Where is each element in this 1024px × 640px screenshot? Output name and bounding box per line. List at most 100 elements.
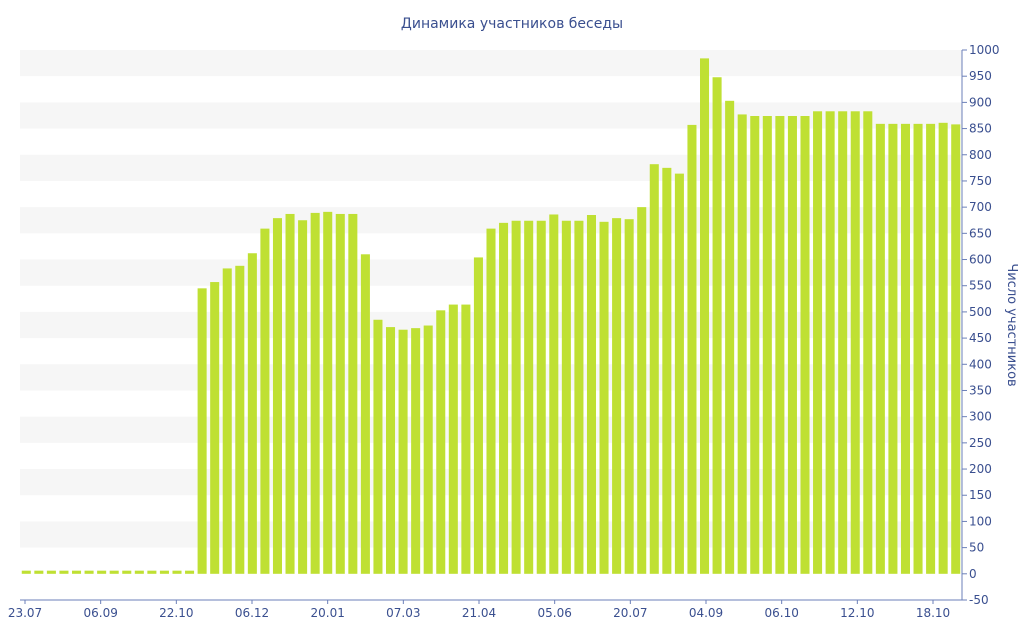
bar <box>838 111 848 574</box>
bar <box>750 116 760 574</box>
x-tick-label: 07.03 <box>386 606 420 620</box>
axes <box>20 50 963 601</box>
bar <box>147 570 157 574</box>
bar <box>813 111 823 574</box>
bar <box>900 123 910 574</box>
bar <box>59 570 69 574</box>
y-tick-label: 200 <box>969 462 992 476</box>
y-tick-label: 1000 <box>969 43 1000 57</box>
y-tick-label: 700 <box>969 200 992 214</box>
bar <box>725 100 735 574</box>
x-tick-label: 06.12 <box>235 606 269 620</box>
y-tick-label: 550 <box>969 279 992 293</box>
bar <box>436 310 446 574</box>
bar <box>536 220 546 574</box>
y-axis-ticks: -50 0 50 100 150 200 250 300 350 400 450 500 550 600 6… <box>962 43 1000 607</box>
bar <box>398 329 408 574</box>
bar <box>386 327 396 574</box>
y-tick-label: 850 <box>969 122 992 136</box>
bar <box>97 570 107 574</box>
bar <box>612 218 622 574</box>
bar <box>737 114 747 574</box>
bar <box>373 319 383 574</box>
y-tick-label: 900 <box>969 95 992 109</box>
bar <box>360 254 370 574</box>
bar <box>850 111 860 574</box>
bar <box>323 211 333 574</box>
y-tick-label: 500 <box>969 305 992 319</box>
bar <box>72 570 82 574</box>
bar <box>825 111 835 574</box>
bar <box>599 221 609 574</box>
bar <box>260 228 270 574</box>
bar <box>109 570 119 574</box>
bar <box>197 288 207 574</box>
bar <box>687 124 697 574</box>
bar <box>511 220 521 574</box>
bar-series <box>21 58 961 574</box>
bar <box>486 228 496 574</box>
y-tick-label: 100 <box>969 514 992 528</box>
y-tick-label: 250 <box>969 436 992 450</box>
bar <box>222 268 232 574</box>
x-tick-label: 05.06 <box>537 606 571 620</box>
x-tick-label: 20.07 <box>613 606 647 620</box>
bar <box>247 253 257 574</box>
bar <box>624 219 634 574</box>
bar <box>172 570 182 574</box>
bar <box>235 265 245 574</box>
bar <box>637 207 647 574</box>
x-tick-label: 12.10 <box>840 606 874 620</box>
bar <box>298 220 308 574</box>
bar <box>272 218 282 574</box>
bar <box>875 123 885 574</box>
bar <box>84 570 94 574</box>
bar <box>549 214 559 574</box>
bar <box>574 220 584 574</box>
bar <box>888 123 898 574</box>
bar <box>411 328 421 574</box>
bar <box>46 570 56 574</box>
bar <box>787 116 797 574</box>
x-tick-label: 04.09 <box>689 606 723 620</box>
grid-band <box>20 50 962 77</box>
bar <box>159 570 169 574</box>
bar <box>310 212 320 574</box>
y-tick-label: -50 <box>969 593 989 607</box>
y-tick-label: 50 <box>969 541 984 555</box>
y-axis-title: Число участников <box>1004 263 1019 386</box>
y-tick-label: 350 <box>969 383 992 397</box>
y-tick-label: 600 <box>969 253 992 267</box>
bar <box>951 124 961 574</box>
bar <box>335 213 345 574</box>
bar <box>210 282 220 574</box>
x-tick-label: 21.04 <box>462 606 496 620</box>
y-tick-label: 800 <box>969 148 992 162</box>
bar <box>21 570 31 574</box>
y-tick-label: 950 <box>969 69 992 83</box>
x-tick-label: 23.07 <box>8 606 42 620</box>
y-tick-label: 300 <box>969 410 992 424</box>
bar <box>674 173 684 574</box>
bar <box>762 116 772 574</box>
bar <box>423 325 433 574</box>
bar <box>499 222 509 574</box>
bar <box>473 257 483 574</box>
bar <box>34 570 44 574</box>
bar <box>649 164 659 574</box>
bar <box>775 116 785 574</box>
y-tick-label: 450 <box>969 331 992 345</box>
bar <box>938 122 948 574</box>
bar <box>185 570 195 574</box>
bar <box>712 77 722 574</box>
x-tick-label: 20.01 <box>310 606 344 620</box>
x-tick-label: 18.10 <box>916 606 950 620</box>
bar <box>926 123 936 574</box>
x-tick-label: 06.10 <box>764 606 798 620</box>
bar <box>461 304 471 574</box>
y-tick-label: 150 <box>969 488 992 502</box>
bar <box>913 123 923 574</box>
y-tick-label: 650 <box>969 226 992 240</box>
